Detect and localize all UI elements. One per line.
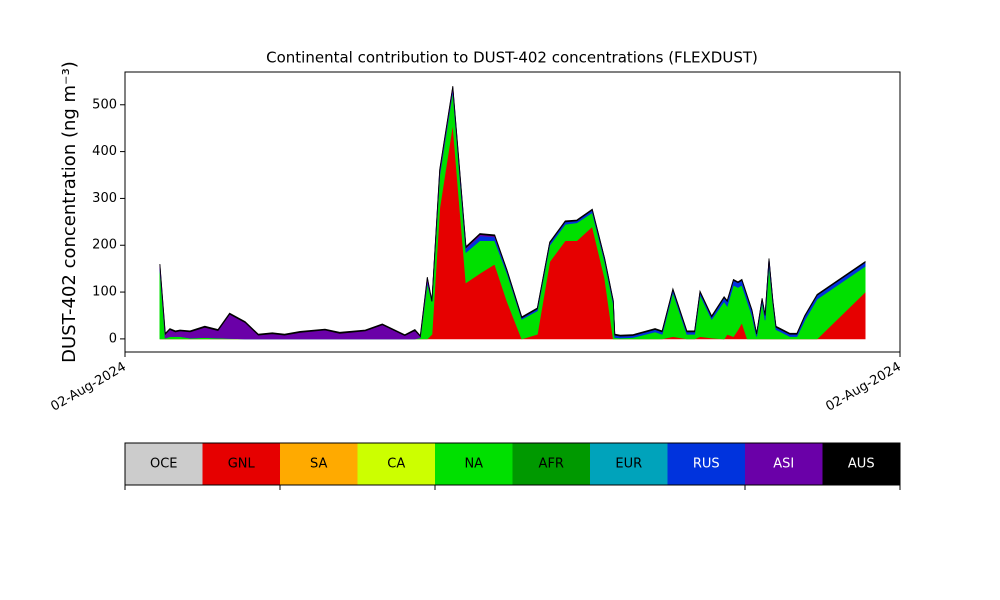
colorbar-cell: [202, 443, 280, 485]
colorbar-cell: [357, 443, 435, 485]
colorbar-label: ASI: [773, 457, 794, 472]
y-axis-label: DUST-402 concentration (ng m⁻³): [59, 61, 80, 363]
colorbar-cell: [512, 443, 590, 485]
colorbar-label: SA: [310, 457, 327, 472]
colorbar-label: CA: [387, 457, 405, 472]
colorbar-label: EUR: [615, 457, 642, 472]
plot-frame: [124, 71, 901, 353]
colorbar-cell: [745, 443, 823, 485]
colorbar-frame: [124, 442, 901, 486]
area: [159, 85, 866, 338]
y-tick-label: 500: [92, 97, 117, 112]
colorbar-label: OCE: [150, 457, 178, 472]
colorbar-label: RUS: [693, 457, 720, 472]
colorbar-cell: [435, 443, 513, 485]
colorbar-cell: [667, 443, 745, 485]
x-tick-label: 02-Aug-2024: [823, 360, 903, 415]
colorbar-cell: [125, 443, 203, 485]
colorbar-cell: [280, 443, 358, 485]
colorbar-label: GNL: [228, 457, 256, 472]
y-tick-label: 400: [92, 144, 117, 159]
colorbar-cell: [822, 443, 900, 485]
y-tick-label: 100: [92, 285, 117, 300]
chart-title: Continental contribution to DUST-402 con…: [266, 49, 758, 67]
y-tick-label: 0: [109, 331, 117, 346]
y-tick-label: 200: [92, 238, 117, 253]
colorbar-label: AUS: [848, 457, 875, 472]
colorbar-ticks: [124, 485, 901, 490]
area: [159, 90, 866, 340]
y-tick-label: 300: [92, 191, 117, 206]
colorbar-label: AFR: [539, 457, 564, 472]
colorbar-label: NA: [464, 457, 483, 472]
x-tick-label: 02-Aug-2024: [48, 360, 128, 415]
colorbar-cell: [590, 443, 668, 485]
